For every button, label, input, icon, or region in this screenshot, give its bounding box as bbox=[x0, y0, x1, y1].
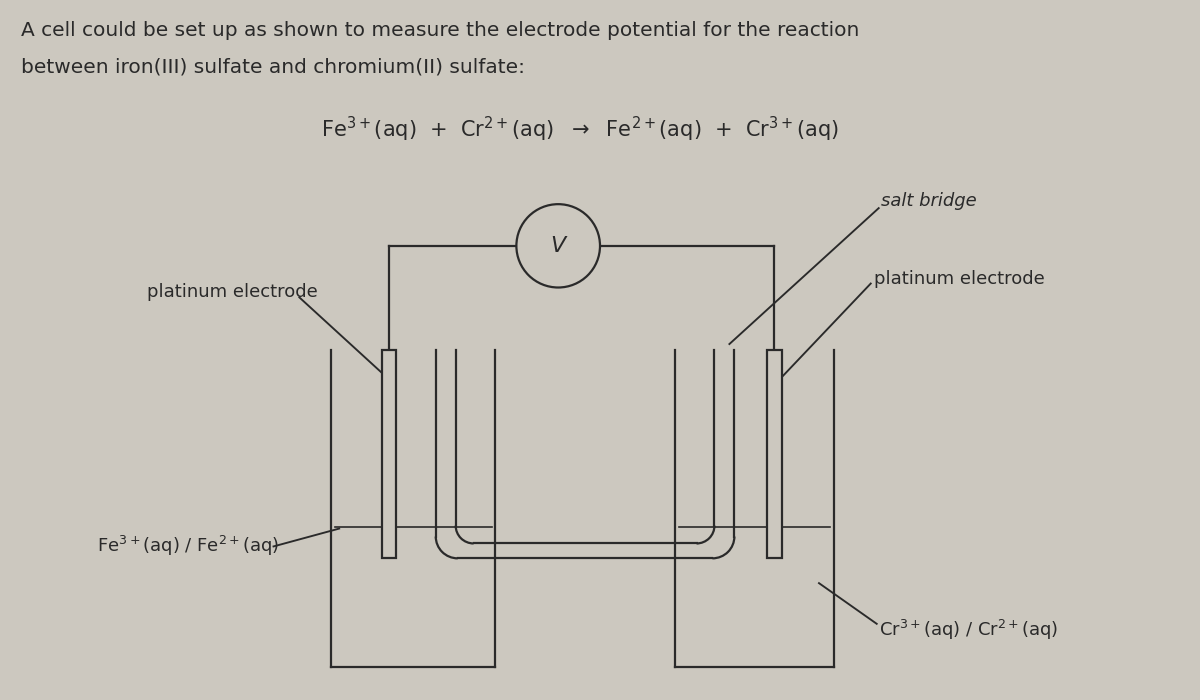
Bar bbox=[767, 350, 781, 559]
Text: Cr$^{3+}$(aq) / Cr$^{2+}$(aq): Cr$^{3+}$(aq) / Cr$^{2+}$(aq) bbox=[878, 617, 1058, 642]
Text: platinum electrode: platinum electrode bbox=[148, 284, 318, 302]
Text: A cell could be set up as shown to measure the electrode potential for the react: A cell could be set up as shown to measu… bbox=[20, 20, 859, 40]
Bar bbox=[382, 350, 396, 559]
Text: V: V bbox=[551, 236, 566, 256]
Text: salt bridge: salt bridge bbox=[881, 193, 977, 210]
Circle shape bbox=[516, 204, 600, 288]
Text: between iron(III) sulfate and chromium(II) sulfate:: between iron(III) sulfate and chromium(I… bbox=[20, 57, 524, 76]
Text: platinum electrode: platinum electrode bbox=[874, 270, 1044, 288]
Text: Fe$^{3+}$(aq)  +  Cr$^{2+}$(aq)  $\rightarrow$  Fe$^{2+}$(aq)  +  Cr$^{3+}$(aq): Fe$^{3+}$(aq) + Cr$^{2+}$(aq) $\rightarr… bbox=[322, 116, 839, 144]
Text: Fe$^{3+}$(aq) / Fe$^{2+}$(aq): Fe$^{3+}$(aq) / Fe$^{2+}$(aq) bbox=[97, 534, 280, 559]
